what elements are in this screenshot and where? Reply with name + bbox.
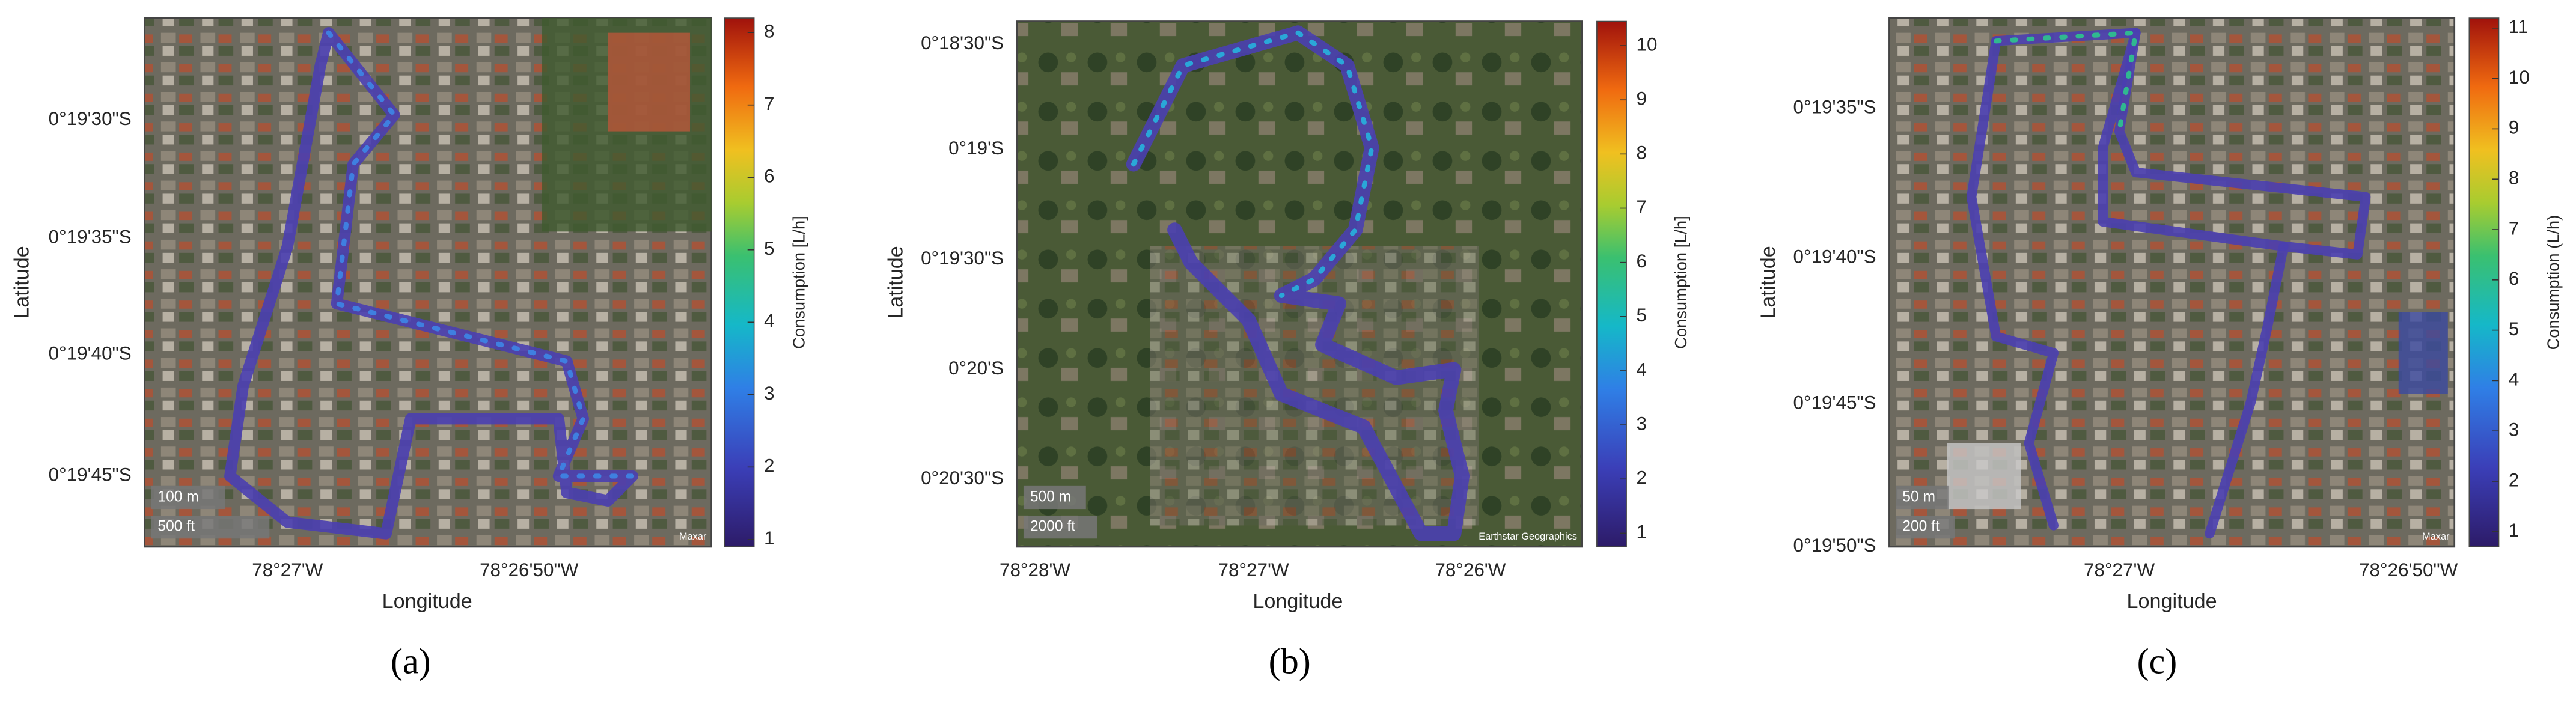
y-tick-label: 0°19'30"S bbox=[921, 248, 1004, 269]
colorbar-tick-label: 3 bbox=[1636, 413, 1646, 434]
colorbar-tick-label: 9 bbox=[2509, 117, 2519, 138]
colorbar-tick-label: 1 bbox=[764, 528, 774, 549]
x-axis-label: Longitude bbox=[2127, 590, 2217, 613]
colorbar-tick-label: 8 bbox=[2509, 168, 2519, 189]
colorbar-tick-label: 10 bbox=[2509, 67, 2530, 88]
y-tick-label: 0°19'35"S bbox=[1793, 97, 1876, 118]
colorbar-label: Consumption [L/h] bbox=[789, 216, 808, 349]
panel-c: 50 m 200 ft Maxar 0°19'35"S 0°19'40"S 0°… bbox=[1757, 17, 2563, 681]
colorbar-tick-label: 9 bbox=[1636, 88, 1646, 109]
attribution: Maxar bbox=[2422, 531, 2450, 542]
y-axis-label: Latitude bbox=[884, 246, 907, 319]
colorbar-tick-label: 4 bbox=[764, 311, 774, 332]
y-axis-label: Latitude bbox=[1757, 246, 1780, 319]
colorbar-tick-label: 3 bbox=[764, 383, 774, 404]
panel-a: 100 m 500 ft Maxar 0°19'30"S 0°19'35"S 0… bbox=[10, 17, 808, 681]
x-tick-label: 78°27'W bbox=[252, 559, 323, 580]
colorbar-tick-label: 5 bbox=[1636, 305, 1646, 326]
colorbar-tick-label: 2 bbox=[1636, 467, 1646, 488]
colorbar-tick-label: 7 bbox=[2509, 218, 2519, 239]
colorbar-tick-label: 3 bbox=[2509, 419, 2519, 440]
colorbar-tick-label: 5 bbox=[764, 238, 774, 259]
y-tick-label: 0°19'50"S bbox=[1793, 535, 1876, 556]
colorbar-tick-label: 1 bbox=[1636, 522, 1646, 543]
x-tick-label: 78°26'W bbox=[1435, 559, 1506, 580]
scale-box bbox=[151, 485, 225, 510]
colorbar-tick-label: 6 bbox=[2509, 268, 2519, 289]
map-area bbox=[608, 32, 691, 132]
scale-box bbox=[1023, 516, 1097, 539]
route bbox=[1991, 28, 2371, 539]
scale-box bbox=[1896, 485, 1949, 510]
y-tick-label: 0°19'45"S bbox=[49, 464, 132, 485]
route bbox=[1131, 30, 1375, 298]
colorbar bbox=[1596, 20, 1627, 547]
colorbar-tick-label: 5 bbox=[2509, 318, 2519, 339]
y-tick-label: 0°18'30"S bbox=[921, 32, 1004, 53]
y-tick-label: 0°19'40"S bbox=[49, 343, 132, 364]
attribution: Earthstar Geographics bbox=[1479, 531, 1577, 542]
y-tick-label: 0°20'S bbox=[948, 358, 1004, 379]
x-axis-label: Longitude bbox=[1253, 590, 1343, 613]
x-tick-label: 78°26'50"W bbox=[2359, 559, 2458, 580]
y-axis-label: Latitude bbox=[10, 246, 33, 319]
attribution: Maxar bbox=[679, 531, 707, 542]
y-tick-label: 0°19'S bbox=[948, 138, 1004, 159]
y-tick-label: 0°19'30"S bbox=[49, 108, 132, 129]
colorbar-tick-label: 8 bbox=[764, 20, 774, 41]
colorbar bbox=[2468, 17, 2500, 547]
map-area bbox=[2398, 312, 2448, 394]
map-area bbox=[1947, 443, 2021, 510]
colorbar-tick-label: 2 bbox=[2509, 469, 2519, 490]
route bbox=[1966, 36, 2059, 531]
colorbar bbox=[724, 17, 755, 547]
scale-label: 500 ft bbox=[157, 519, 195, 535]
x-tick-label: 78°26'50"W bbox=[480, 559, 579, 580]
colorbar-tick-label: 11 bbox=[2509, 16, 2529, 37]
x-axis-label: Longitude bbox=[382, 590, 472, 613]
y-tick-label: 0°20'30"S bbox=[921, 467, 1004, 488]
colorbar-tick-label: 2 bbox=[764, 455, 774, 476]
colorbar-tick-label: 6 bbox=[764, 166, 774, 187]
panel-label: (b) bbox=[1269, 641, 1311, 681]
y-tick-label: 0°19'40"S bbox=[1793, 246, 1876, 267]
panel-b: 500 m 2000 ft Earthstar Geographics 0°18… bbox=[884, 20, 1690, 681]
colorbar-tick-label: 4 bbox=[1636, 359, 1646, 380]
colorbar-tick-label: 7 bbox=[764, 93, 774, 114]
route bbox=[2098, 28, 2289, 252]
x-tick-label: 78°27'W bbox=[1218, 559, 1289, 580]
scale-label: 50 m bbox=[1902, 488, 1935, 505]
panel-label: (c) bbox=[2137, 641, 2178, 681]
colorbar-tick-label: 10 bbox=[1636, 34, 1657, 55]
map-area bbox=[1150, 246, 1479, 526]
scale-label: 2000 ft bbox=[1030, 519, 1075, 535]
y-tick-label: 0°19'45"S bbox=[1793, 392, 1876, 413]
scale-box bbox=[1896, 516, 1955, 539]
colorbar-tick-label: 6 bbox=[1636, 251, 1646, 272]
scale-label: 100 m bbox=[157, 488, 198, 505]
colorbar-tick-label: 8 bbox=[1636, 142, 1646, 163]
colorbar-tick-label: 1 bbox=[2509, 520, 2519, 541]
scale-label: 500 m bbox=[1030, 488, 1071, 505]
panel-label: (a) bbox=[391, 641, 431, 681]
colorbar-tick-label: 7 bbox=[1636, 196, 1646, 218]
colorbar-label: Consumption [L/h] bbox=[1671, 216, 1690, 349]
scale-box bbox=[1023, 485, 1086, 510]
route bbox=[326, 30, 635, 479]
scale-box bbox=[151, 516, 270, 539]
x-tick-label: 78°27'W bbox=[2084, 559, 2155, 580]
colorbar-tick-label: 4 bbox=[2509, 369, 2519, 390]
scale-label: 200 ft bbox=[1902, 519, 1940, 535]
y-tick-label: 0°19'35"S bbox=[49, 227, 132, 248]
colorbar-label: Consumption (L/h) bbox=[2544, 215, 2563, 350]
x-tick-label: 78°28'W bbox=[1000, 559, 1070, 580]
